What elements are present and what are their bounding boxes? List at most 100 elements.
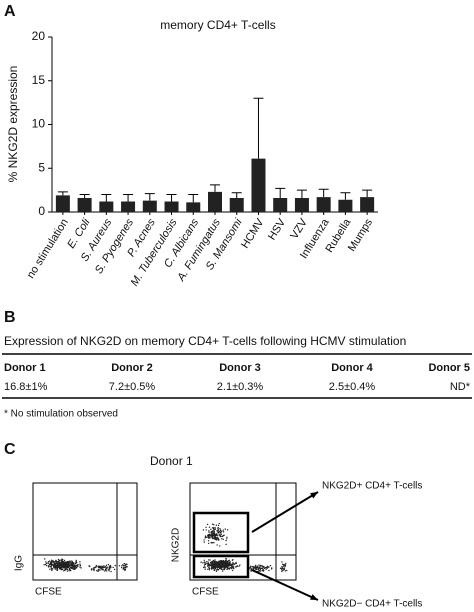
event-dot — [214, 561, 216, 564]
event-dot — [266, 567, 269, 569]
y-axis-label: NKG2D — [171, 528, 182, 562]
event-dot — [261, 567, 264, 570]
event-dot — [281, 565, 283, 568]
event-dot — [204, 568, 206, 570]
event-dot — [213, 562, 215, 565]
event-dot — [232, 566, 235, 568]
annotation: NKG2D− CD4+ T-cells — [322, 599, 422, 610]
event-dot — [56, 563, 59, 566]
event-dot — [230, 563, 232, 566]
event-dot — [50, 560, 53, 563]
flow-title: Donor 1 — [150, 454, 193, 468]
event-dot — [57, 562, 60, 565]
event-dot — [222, 568, 224, 571]
event-dot — [212, 559, 215, 562]
event-dot — [59, 564, 61, 566]
event-dot — [226, 565, 228, 567]
y-tick-label: 20 — [32, 29, 46, 43]
event-dot — [257, 568, 260, 571]
event-dot — [99, 569, 101, 571]
event-dot — [223, 566, 226, 568]
event-dot — [100, 565, 102, 568]
event-dot — [47, 560, 50, 563]
event-dot — [59, 566, 62, 568]
event-dot — [63, 559, 66, 562]
event-dot — [221, 570, 224, 572]
table-cell: ND* — [450, 381, 471, 393]
event-dot — [200, 561, 202, 563]
event-dot — [46, 562, 48, 564]
event-dot — [218, 539, 220, 541]
event-dot — [222, 560, 225, 563]
event-dot — [43, 564, 45, 566]
footnote: * No stimulation observed — [4, 409, 118, 420]
event-dot — [51, 562, 53, 564]
event-dot — [220, 530, 223, 533]
event-dot — [49, 568, 51, 570]
event-dot — [220, 533, 223, 535]
event-dot — [92, 568, 95, 570]
event-dot — [231, 563, 234, 566]
event-dot — [207, 542, 210, 545]
event-dot — [262, 566, 264, 569]
event-dot — [259, 567, 262, 570]
event-dot — [61, 566, 64, 568]
event-dot — [223, 534, 225, 536]
event-dot — [45, 561, 47, 563]
event-dot — [207, 564, 209, 567]
event-dot — [67, 563, 69, 565]
event-dot — [214, 568, 217, 570]
event-dot — [61, 559, 63, 561]
event-dot — [56, 561, 58, 564]
event-dot — [239, 564, 241, 566]
event-dot — [100, 567, 103, 569]
event-dot — [105, 570, 108, 572]
event-dot — [209, 537, 211, 539]
event-dot — [204, 566, 206, 569]
event-dot — [66, 568, 68, 570]
event-dot — [120, 566, 123, 569]
event-dot — [109, 566, 111, 568]
event-dot — [47, 562, 50, 564]
event-dot — [107, 564, 110, 566]
gate-box — [192, 511, 250, 554]
event-dot — [126, 563, 128, 566]
event-dot — [126, 566, 128, 568]
event-dot — [47, 566, 50, 568]
event-dot — [215, 539, 218, 541]
bar — [360, 197, 375, 212]
event-dot — [210, 564, 212, 566]
event-dot — [59, 568, 62, 570]
event-dot — [233, 563, 236, 566]
event-dot — [105, 566, 108, 569]
event-dot — [207, 562, 209, 565]
event-dot — [281, 561, 283, 563]
event-dot — [110, 570, 112, 573]
event-dot — [72, 565, 75, 568]
event-dot — [96, 566, 98, 568]
event-dot — [257, 567, 259, 569]
event-dot — [71, 563, 73, 565]
event-dot — [45, 564, 48, 567]
event-dot — [210, 568, 213, 570]
event-dot — [216, 535, 218, 537]
event-dot — [226, 529, 229, 531]
event-dot — [72, 562, 74, 564]
event-dot — [113, 568, 116, 571]
bar — [208, 191, 222, 212]
table-cell: 16.8±1% — [4, 381, 48, 393]
event-dot — [104, 566, 106, 568]
event-dot — [202, 566, 205, 569]
event-dot — [105, 564, 108, 567]
event-dot — [211, 564, 214, 566]
panel-label: B — [4, 309, 16, 326]
event-dot — [104, 570, 106, 572]
event-dot — [97, 570, 99, 572]
event-dot — [216, 568, 219, 571]
event-dot — [218, 560, 221, 562]
event-dot — [44, 563, 47, 566]
arrow-head — [310, 594, 318, 600]
event-dot — [210, 566, 213, 568]
event-dot — [79, 563, 81, 565]
bar — [164, 201, 179, 212]
